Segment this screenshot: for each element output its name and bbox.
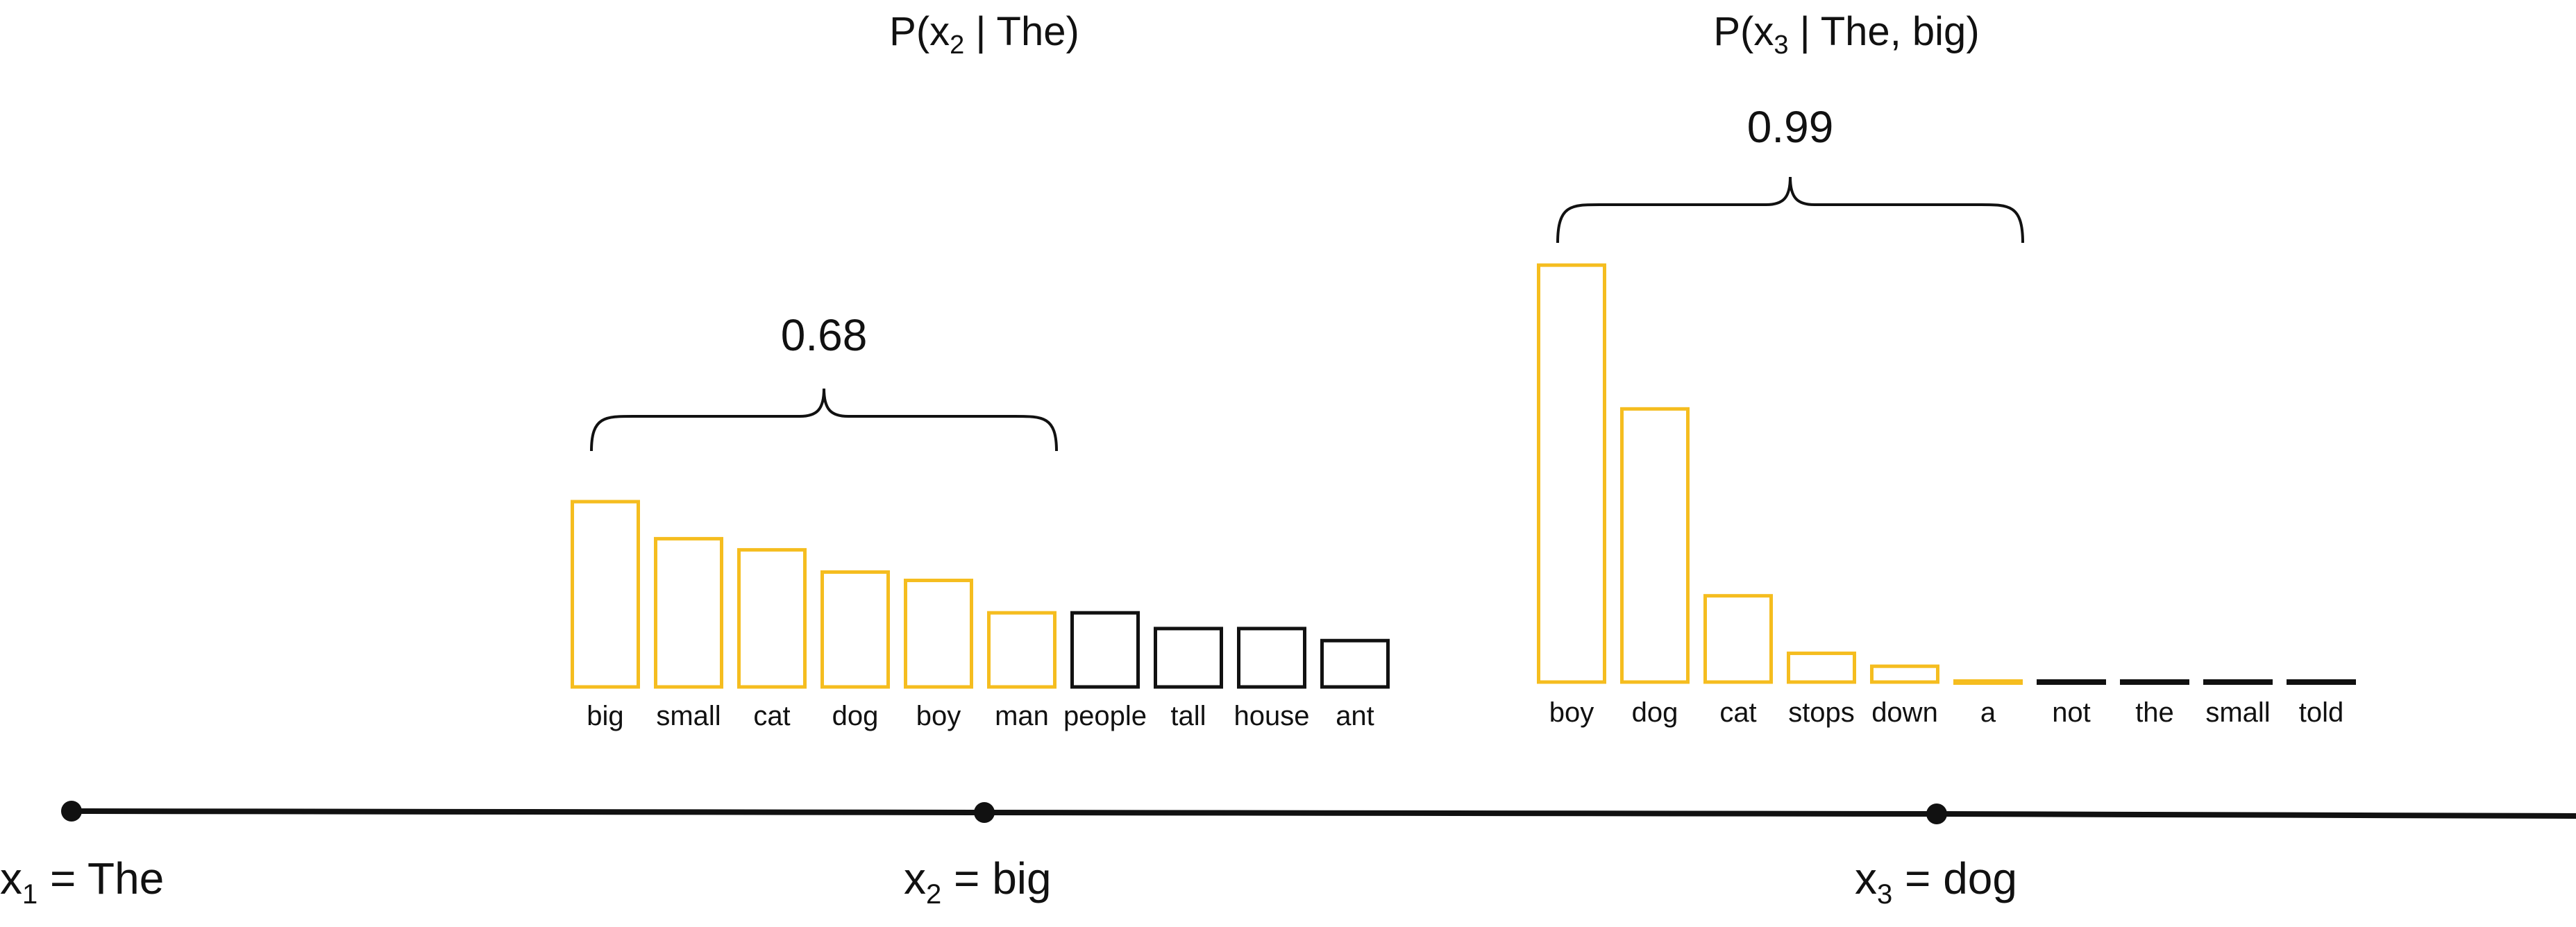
chart-1-tick-house: house bbox=[1234, 701, 1310, 731]
chart-1-bar-dog bbox=[820, 570, 890, 689]
chart-2-bar-stops bbox=[1787, 652, 1856, 684]
timeline-node-1 bbox=[61, 801, 82, 822]
timeline: x1 = The x2 = big x3 = dog bbox=[0, 801, 2576, 910]
chart-2-title: P(x3 | The, big) bbox=[1713, 9, 1979, 60]
chart-1: P(x2 | The) big small cat dog boy man people tal… bbox=[571, 9, 1390, 731]
chart-2-tick-not: not bbox=[2052, 697, 2091, 728]
chart-1-tick-people: people bbox=[1063, 701, 1147, 731]
chart-2-bar-small bbox=[2203, 679, 2273, 685]
chart-2: P(x3 | The, big) boy dog cat stops down a not th… bbox=[1537, 9, 2356, 728]
chart-1-tick-cat: cat bbox=[753, 701, 790, 731]
chart-1-selected-sum: 0.68 bbox=[781, 310, 868, 360]
chart-2-bar-dog bbox=[1620, 407, 1690, 684]
chart-2-bar-boy bbox=[1537, 263, 1606, 684]
timeline-node-3 bbox=[1926, 803, 1947, 824]
timeline-label-1: x1 = The bbox=[0, 853, 164, 910]
chart-1-tick-small: small bbox=[656, 701, 721, 731]
chart-2-bar-down bbox=[1870, 664, 1939, 684]
chart-1-tick-boy: boy bbox=[916, 701, 961, 731]
chart-2-brace bbox=[1556, 176, 2024, 244]
chart-1-brace bbox=[590, 388, 1058, 452]
chart-1-bar-people bbox=[1070, 611, 1140, 689]
chart-1-bar-man bbox=[987, 611, 1057, 689]
chart-1-title: P(x2 | The) bbox=[889, 9, 1079, 60]
chart-1-bar-tall bbox=[1154, 627, 1223, 689]
chart-2-bar-the bbox=[2120, 679, 2189, 685]
chart-2-bar-cat bbox=[1703, 594, 1773, 684]
chart-2-bar-told bbox=[2287, 679, 2356, 685]
chart-1-bar-house bbox=[1237, 627, 1306, 689]
chart-1-tick-ant: ant bbox=[1336, 701, 1374, 731]
chart-2-tick-boy: boy bbox=[1549, 697, 1594, 728]
chart-1-bar-cat bbox=[737, 547, 807, 689]
chart-2-tick-cat: cat bbox=[1719, 697, 1756, 728]
chart-1-bar-ant bbox=[1320, 638, 1390, 689]
chart-1-bar-boy bbox=[904, 578, 973, 689]
chart-1-tick-dog: dog bbox=[832, 701, 879, 731]
chart-1-bar-big bbox=[571, 500, 640, 689]
chart-1-tick-tall: tall bbox=[1170, 701, 1206, 731]
timeline-label-2: x2 = big bbox=[904, 853, 1052, 910]
chart-2-bar-a bbox=[1953, 679, 2023, 685]
chart-2-tick-the: the bbox=[2135, 697, 2174, 728]
chart-2-tick-told: told bbox=[2299, 697, 2344, 728]
chart-2-tick-a: a bbox=[1980, 697, 1996, 728]
chart-1-tick-man: man bbox=[995, 701, 1049, 731]
chart-1-bar-small bbox=[654, 536, 723, 689]
chart-2-tick-down: down bbox=[1871, 697, 1938, 728]
timeline-node-2 bbox=[974, 802, 995, 823]
timeline-axis bbox=[69, 808, 2576, 819]
chart-1-tick-big: big bbox=[587, 701, 623, 731]
chart-2-tick-dog: dog bbox=[1632, 697, 1678, 728]
chart-2-selected-sum: 0.99 bbox=[1747, 102, 1834, 152]
chart-2-bar-not bbox=[2037, 679, 2106, 685]
chart-2-tick-small: small bbox=[2205, 697, 2270, 728]
chart-2-tick-stops: stops bbox=[1788, 697, 1855, 728]
timeline-label-3: x3 = dog bbox=[1855, 853, 2017, 910]
